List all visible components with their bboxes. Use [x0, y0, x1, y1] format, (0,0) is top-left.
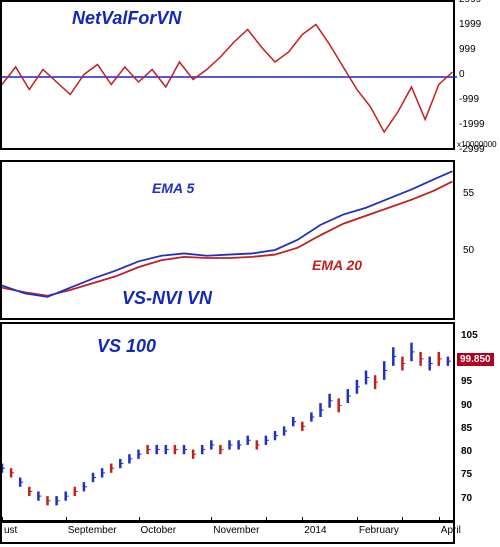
- panel3-ytick: 85: [461, 423, 472, 434]
- x-tick-label: October: [141, 525, 177, 536]
- panel-vs100: VS 100: [0, 322, 455, 522]
- x-tick-label: September: [68, 525, 117, 536]
- panel1-ytick: 999: [459, 44, 476, 55]
- x-tick-label: 2014: [304, 525, 326, 536]
- x-axis: ustSeptemberOctoberNovember2014FebruaryA…: [0, 522, 455, 544]
- panel3-ytick: 75: [461, 469, 472, 480]
- x-tick-label: November: [213, 525, 259, 536]
- panel1-ytick: 0: [459, 69, 465, 80]
- panel1-multiplier: x10000000: [457, 140, 497, 149]
- panel1-ytick: -999: [459, 94, 479, 105]
- x-tick-label: February: [359, 525, 399, 536]
- panel2-plot: [2, 162, 457, 322]
- x-tick-label: ust: [4, 525, 17, 536]
- panel1-ytick: 2999: [459, 0, 481, 5]
- panel1-ytick: -1999: [459, 119, 485, 130]
- panel3-price-badge: 99.850: [457, 353, 494, 366]
- x-tick-label: April: [441, 525, 461, 536]
- panel-netvalforvn: NetValForVN: [0, 0, 455, 150]
- panel2-ytick: 50: [463, 245, 474, 256]
- panel1-ytick: 1999: [459, 19, 481, 30]
- panel3-ytick: 90: [461, 400, 472, 411]
- panel3-ytick: 70: [461, 493, 472, 504]
- panel1-plot: [2, 2, 457, 152]
- panel-vsnvi: VS-NVI VN EMA 5 EMA 20: [0, 160, 455, 320]
- chart-container: NetValForVN 299919999990-999-1999-2999 x…: [0, 0, 500, 547]
- panel3-ytick: 80: [461, 446, 472, 457]
- panel3-ytick: 95: [461, 376, 472, 387]
- panel2-ytick: 55: [463, 188, 474, 199]
- panel3-ytick: 105: [461, 330, 478, 341]
- panel3-plot: [2, 324, 457, 524]
